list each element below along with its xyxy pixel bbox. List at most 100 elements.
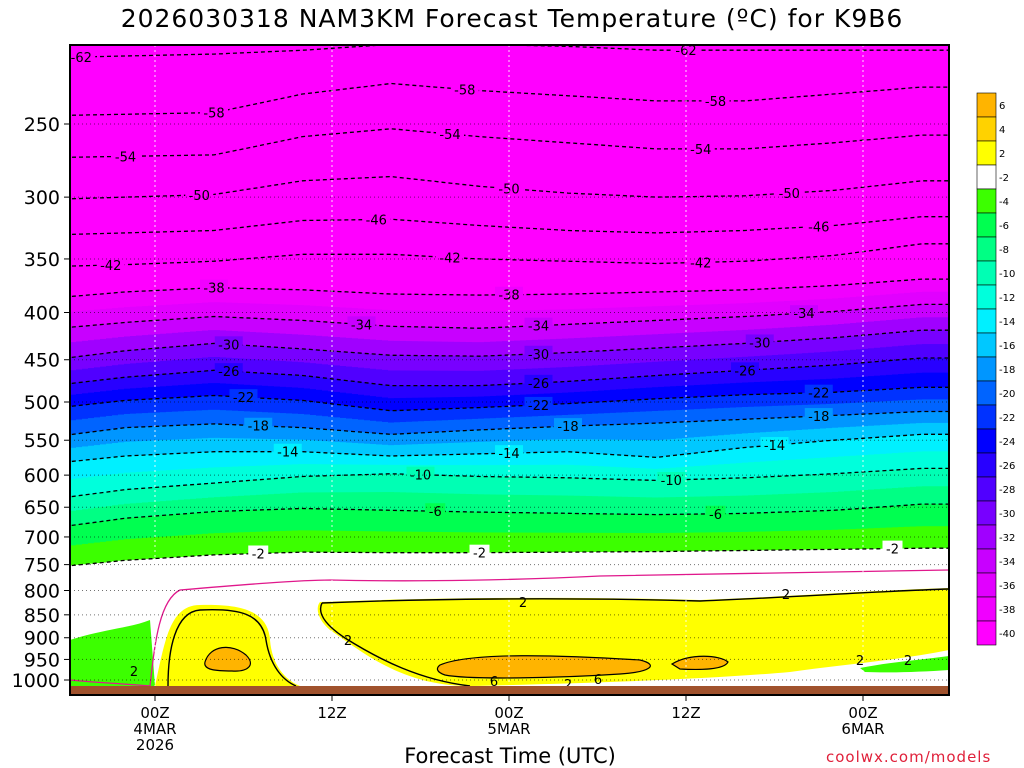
temperature-band-cell xyxy=(112,401,119,409)
temperature-band-cell xyxy=(256,288,263,297)
temperature-band-cell xyxy=(232,510,239,523)
temperature-band-cell xyxy=(172,123,179,136)
temperature-band-cell xyxy=(448,111,455,124)
temperature-band-cell xyxy=(166,379,173,387)
temperature-band-cell xyxy=(202,396,209,404)
temperature-band-cell xyxy=(244,148,251,160)
temperature-band-cell xyxy=(424,180,431,192)
temperature-band-cell xyxy=(328,101,335,113)
temperature-band-cell xyxy=(388,318,395,327)
temperature-band-cell xyxy=(400,340,407,349)
temperature-band-cell xyxy=(328,552,335,590)
temperature-band-cell xyxy=(136,335,143,344)
temperature-band-cell xyxy=(364,245,371,255)
temperature-band-cell xyxy=(256,318,263,327)
temperature-band-cell xyxy=(178,123,185,135)
temperature-band-cell xyxy=(328,263,335,274)
temperature-band-cell xyxy=(376,449,383,456)
temperature-band-cell xyxy=(112,337,119,346)
temperature-band-cell xyxy=(172,4,179,22)
temperature-band-cell xyxy=(118,400,125,409)
temperature-band-cell xyxy=(160,283,167,291)
temperature-band-cell xyxy=(256,339,263,347)
temperature-band-cell xyxy=(352,469,359,476)
temperature-band-cell xyxy=(406,492,413,503)
temperature-band-cell xyxy=(154,354,161,363)
temperature-band-cell xyxy=(250,432,257,440)
temperature-band-cell xyxy=(472,418,479,426)
temperature-band-cell xyxy=(466,160,473,174)
temperature-band-cell xyxy=(100,379,107,387)
temperature-band-cell xyxy=(346,530,353,543)
temperature-band-cell xyxy=(184,296,191,305)
temperature-band-cell xyxy=(394,520,401,533)
temperature-band-cell xyxy=(370,346,377,355)
temperature-band-cell xyxy=(388,370,395,379)
temperature-band-cell xyxy=(184,175,191,186)
temperature-band-cell xyxy=(388,197,395,210)
temperature-band-cell xyxy=(94,249,101,259)
temperature-band-cell xyxy=(424,247,431,257)
temperature-band-cell xyxy=(268,132,275,144)
temperature-band-cell xyxy=(184,372,191,380)
temperature-band-cell xyxy=(286,387,293,395)
temperature-band-cell xyxy=(424,415,431,422)
temperature-band-cell xyxy=(382,416,389,423)
temperature-band-cell xyxy=(376,455,383,461)
temperature-band-cell xyxy=(346,469,353,476)
temperature-band-cell xyxy=(376,14,383,30)
temperature-band-cell xyxy=(190,468,197,478)
temperature-band-cell xyxy=(148,327,155,336)
temperature-band-cell xyxy=(88,272,95,281)
temperature-band-cell xyxy=(436,327,443,336)
temperature-band-cell xyxy=(466,470,473,477)
temperature-band-cell xyxy=(352,292,359,301)
temperature-band-cell xyxy=(154,290,161,299)
temperature-band-cell xyxy=(136,135,143,147)
temperature-band-cell xyxy=(118,233,125,242)
temperature-band-cell xyxy=(250,345,257,354)
temperature-band-cell xyxy=(214,416,221,425)
temperature-band-cell xyxy=(478,476,485,486)
temperature-band-cell xyxy=(136,298,143,307)
temperature-band-cell xyxy=(244,331,251,340)
temperature-band-cell xyxy=(412,409,419,417)
temperature-band-cell xyxy=(124,394,131,401)
temperature-band-cell xyxy=(178,45,185,56)
temperature-band-cell xyxy=(178,339,185,347)
temperature-band-cell xyxy=(118,504,125,513)
temperature-band-cell xyxy=(130,166,137,178)
temperature-band-cell xyxy=(136,382,143,389)
temperature-band-cell xyxy=(298,115,305,127)
temperature-band-cell xyxy=(400,450,407,457)
temperature-band-cell xyxy=(232,140,239,152)
temperature-band-cell xyxy=(106,436,113,445)
temperature-band-cell xyxy=(124,357,131,365)
temperature-band-cell xyxy=(232,94,239,109)
temperature-band-cell xyxy=(274,465,281,473)
temperature-band-cell xyxy=(130,343,137,351)
temperature-band-cell xyxy=(382,333,389,341)
temperature-band-cell xyxy=(94,397,101,405)
temperature-band-cell xyxy=(118,135,125,147)
temperature-band-cell xyxy=(292,297,299,306)
temperature-band-cell xyxy=(100,338,107,347)
temperature-band-cell xyxy=(466,101,473,114)
temperature-band-cell xyxy=(208,437,215,446)
temperature-band-cell xyxy=(154,341,161,349)
temperature-band-cell xyxy=(460,348,467,357)
temperature-band-cell xyxy=(412,385,419,393)
temperature-band-cell xyxy=(268,153,275,166)
temperature-band-cell xyxy=(286,399,293,408)
temperature-band-cell xyxy=(160,98,167,115)
temperature-band-cell xyxy=(388,520,395,533)
temperature-band-cell xyxy=(292,149,299,161)
temperature-band-cell xyxy=(196,505,203,514)
temperature-band-cell xyxy=(220,173,227,184)
temperature-band-cell xyxy=(94,279,101,288)
temperature-band-cell xyxy=(370,332,377,341)
temperature-band-cell xyxy=(286,1,293,18)
temperature-band-cell xyxy=(316,446,323,454)
temperature-band-cell xyxy=(118,389,125,396)
temperature-band-cell xyxy=(424,131,431,145)
